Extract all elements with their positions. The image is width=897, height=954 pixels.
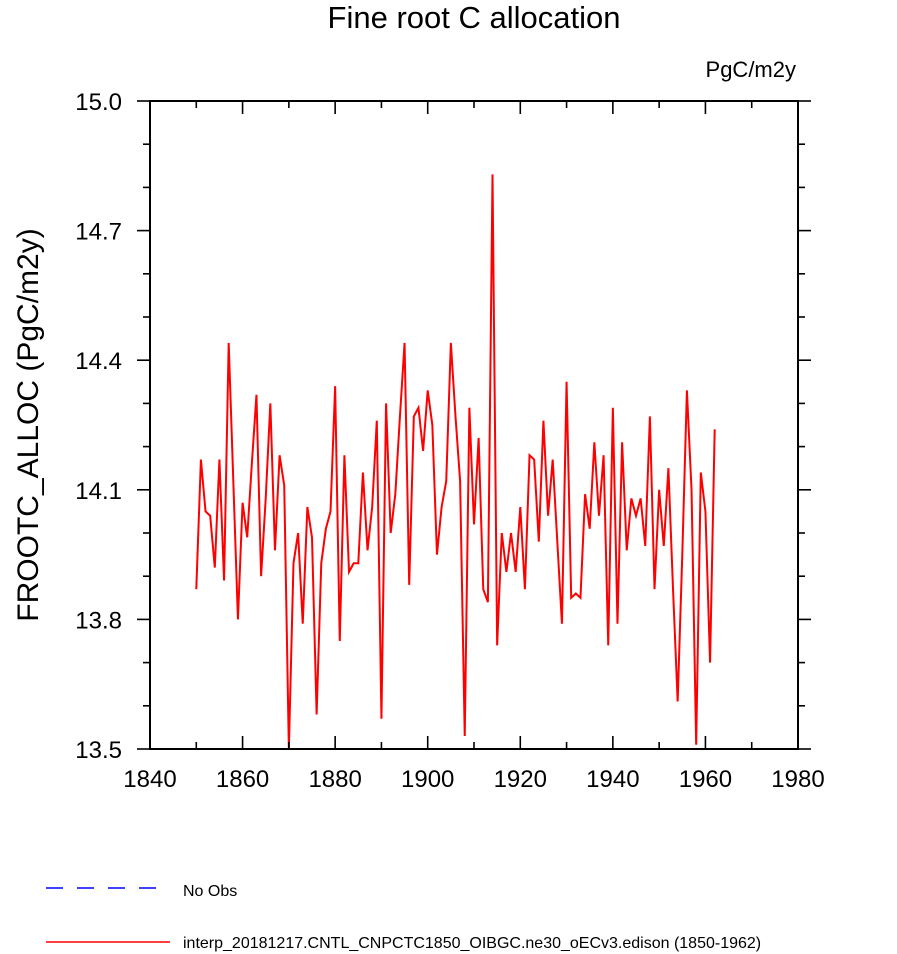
y-tick-label: 14.4	[75, 348, 122, 375]
x-tick-label: 1840	[123, 766, 176, 793]
chart-title: Fine root C allocation	[328, 0, 621, 35]
axis-ticks	[137, 100, 811, 750]
y-axis-label: FROOTC_ALLOC (PgC/m2y)	[12, 228, 45, 621]
y-tick-label: 15.0	[75, 89, 122, 116]
y-tick-labels: 13.5 13.8 14.1 14.4 14.7 15.0	[75, 89, 122, 764]
x-tick-label: 1880	[308, 766, 361, 793]
y-tick-label: 13.5	[75, 737, 122, 764]
x-tick-label: 1940	[586, 766, 639, 793]
legend-label-no-obs: No Obs	[183, 883, 237, 900]
plot-frame	[149, 100, 799, 750]
x-tick-label: 1860	[216, 766, 269, 793]
y-tick-label: 14.1	[75, 478, 122, 505]
units-label: PgC/m2y	[706, 57, 796, 82]
legend: No Obs interp_20181217.CNTL_CNPCTC1850_O…	[46, 883, 761, 952]
x-tick-label: 1900	[401, 766, 454, 793]
plot-area	[195, 174, 716, 750]
x-tick-label: 1920	[494, 766, 547, 793]
series-line	[195, 174, 716, 750]
x-tick-labels: 1840 1860 1880 1900 1920 1940 1960 1980	[123, 766, 824, 793]
legend-label-model: interp_20181217.CNTL_CNPCTC1850_OIBGC.ne…	[183, 935, 761, 952]
x-tick-label: 1980	[771, 766, 824, 793]
x-tick-label: 1960	[679, 766, 732, 793]
y-tick-label: 13.8	[75, 607, 122, 634]
y-tick-label: 14.7	[75, 219, 122, 246]
